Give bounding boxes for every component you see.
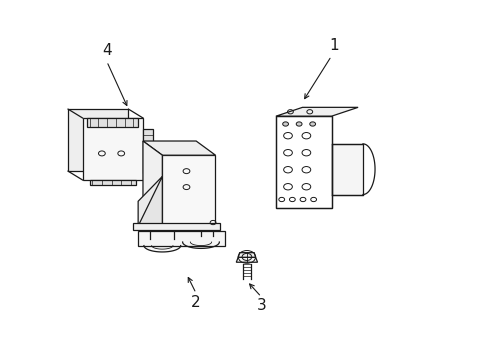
- Text: 1: 1: [328, 38, 338, 53]
- Circle shape: [309, 122, 315, 126]
- Polygon shape: [162, 155, 215, 226]
- Polygon shape: [331, 144, 362, 194]
- Polygon shape: [138, 176, 162, 226]
- Circle shape: [296, 122, 302, 126]
- Polygon shape: [275, 116, 331, 208]
- Polygon shape: [143, 246, 180, 252]
- Text: 3: 3: [256, 298, 266, 313]
- Polygon shape: [68, 109, 128, 171]
- Polygon shape: [138, 231, 224, 246]
- Polygon shape: [87, 118, 138, 127]
- Text: 4: 4: [102, 43, 111, 58]
- Polygon shape: [133, 222, 220, 230]
- Circle shape: [282, 122, 288, 126]
- Polygon shape: [142, 141, 162, 226]
- Polygon shape: [275, 107, 357, 116]
- Polygon shape: [238, 253, 255, 257]
- Polygon shape: [236, 257, 257, 262]
- Polygon shape: [138, 176, 162, 226]
- Polygon shape: [82, 118, 142, 180]
- Polygon shape: [90, 180, 136, 185]
- Polygon shape: [142, 141, 215, 155]
- Text: 2: 2: [191, 295, 201, 310]
- Polygon shape: [182, 242, 219, 248]
- Polygon shape: [142, 129, 152, 173]
